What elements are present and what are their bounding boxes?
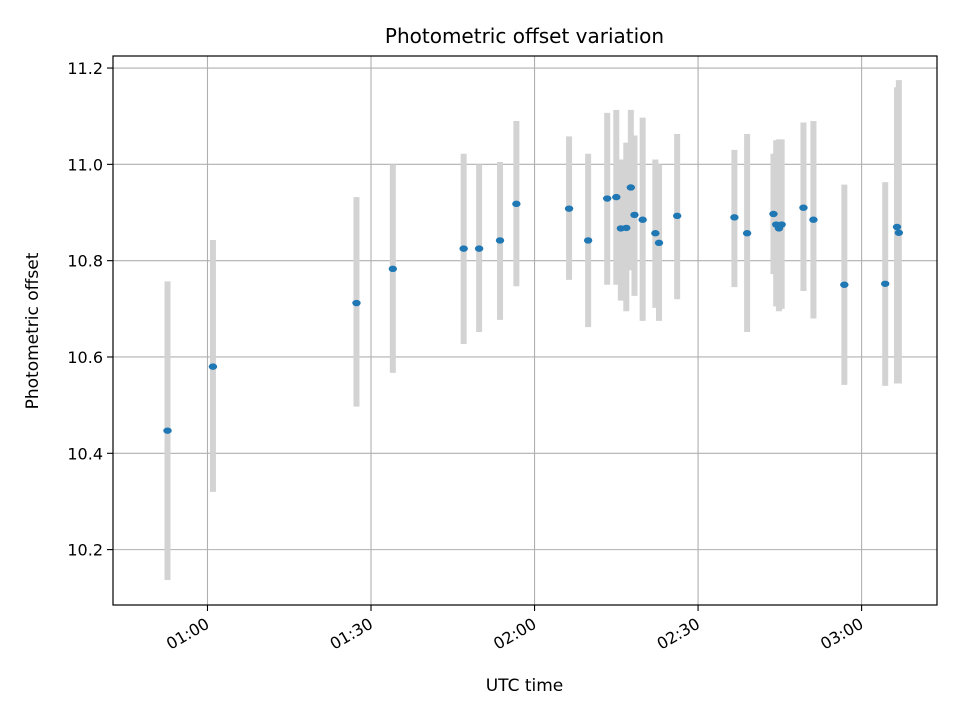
data-point <box>769 210 778 218</box>
data-point <box>163 427 172 434</box>
data-point <box>352 299 361 307</box>
data-point <box>474 245 484 252</box>
data-point <box>612 193 621 201</box>
data-point <box>809 216 818 223</box>
data-point <box>638 216 647 223</box>
data-point <box>603 195 612 202</box>
data-point <box>654 239 664 247</box>
y-tick-label: 10.6 <box>67 348 103 367</box>
data-point <box>881 280 890 287</box>
data-point <box>799 204 808 211</box>
y-tick-label: 11.2 <box>67 59 103 78</box>
data-point <box>388 265 398 273</box>
data-point <box>495 237 505 244</box>
y-tick-label: 10.2 <box>67 541 103 560</box>
data-point <box>622 224 631 232</box>
data-point <box>777 221 786 228</box>
chart-title: Photometric offset variation <box>385 24 664 48</box>
data-point <box>730 214 739 221</box>
data-point <box>459 245 468 252</box>
data-point <box>742 230 752 237</box>
data-point <box>894 229 904 236</box>
y-axis-label: Photometric offset <box>23 252 43 409</box>
x-axis-label: UTC time <box>486 676 564 696</box>
data-point <box>840 281 849 288</box>
data-point <box>564 205 574 212</box>
data-point <box>892 223 902 231</box>
grid-lines <box>113 56 937 605</box>
data-points <box>163 184 904 434</box>
y-tick-label: 10.8 <box>67 252 103 271</box>
data-point <box>651 230 660 237</box>
plot-frame <box>112 55 938 606</box>
data-point <box>208 363 218 370</box>
data-point <box>672 212 682 220</box>
y-axis-ticks: 10.2 10.4 10.6 10.8 11.0 11.2 <box>67 59 113 560</box>
y-tick-label: 10.4 <box>67 444 103 463</box>
data-point <box>626 184 636 191</box>
data-point <box>512 200 521 208</box>
data-point <box>583 237 593 244</box>
data-point <box>630 211 639 219</box>
y-tick-label: 11.0 <box>67 155 103 174</box>
